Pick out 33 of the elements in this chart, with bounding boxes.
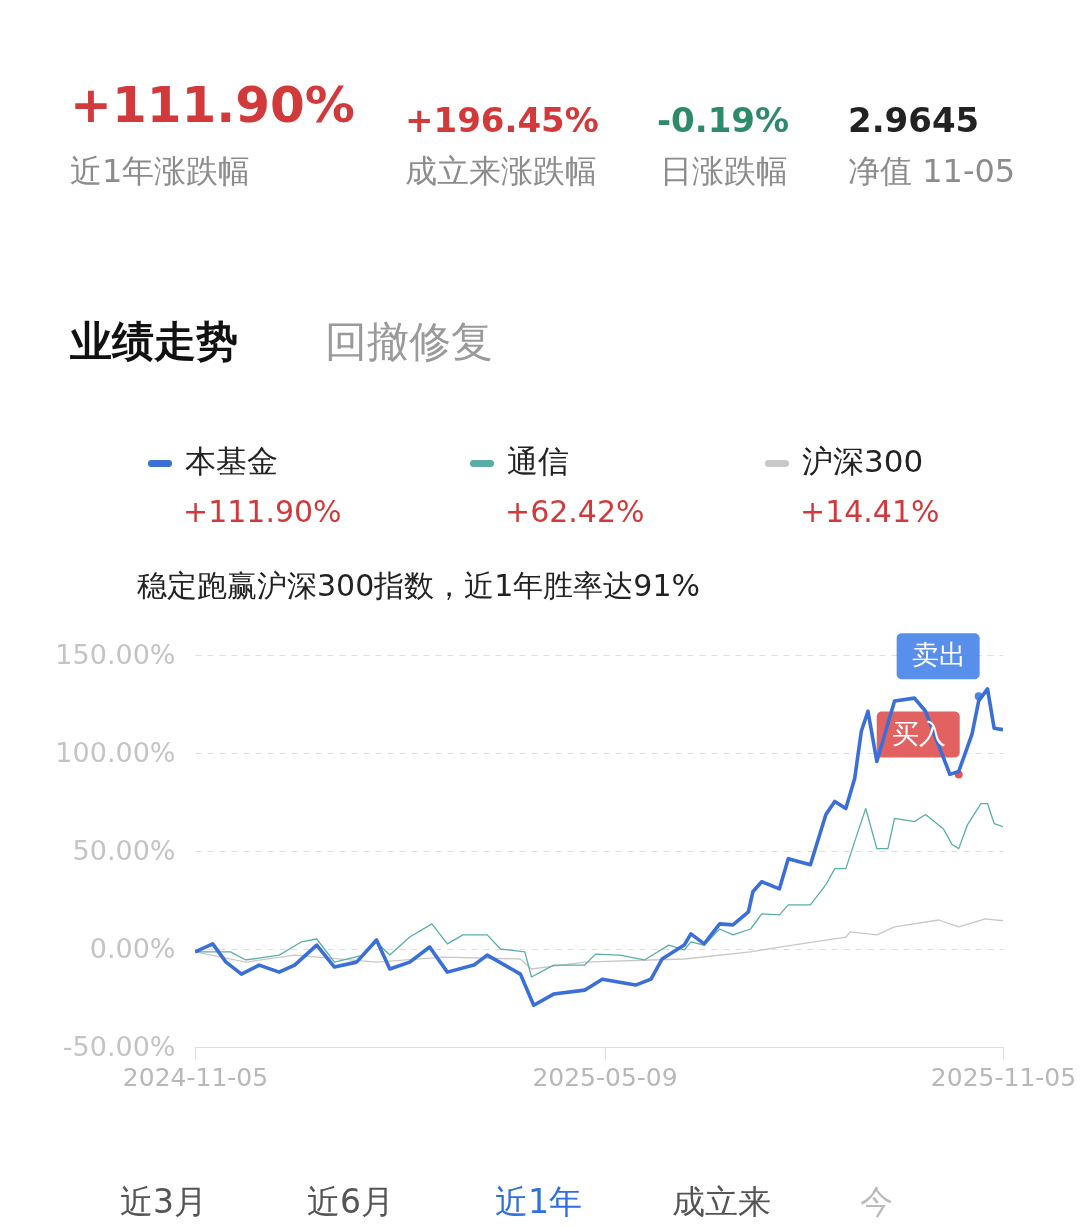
text: 近3月 xyxy=(120,1182,207,1221)
y-tick-label: 0.00% xyxy=(89,932,176,964)
text: +62.42% xyxy=(505,494,645,529)
x-tick-label: 2024-11-05 xyxy=(122,1062,269,1092)
text: 近1年 xyxy=(495,1182,582,1221)
line-series xyxy=(195,687,1003,1008)
y-tick-label: 100.00% xyxy=(55,736,176,768)
y-tick-label: 150.00% xyxy=(55,638,176,670)
text: 净值 11-05 xyxy=(848,152,1016,190)
text: 成立来涨跌幅 xyxy=(405,152,597,190)
text: 近1年涨跌幅 xyxy=(70,152,251,190)
text: +111.90% xyxy=(70,76,355,134)
text: 日涨跌幅 xyxy=(660,152,788,190)
legend-label: 沪深300 xyxy=(802,443,924,479)
legend-label: 本基金 xyxy=(185,443,278,479)
text: 回撤修复 xyxy=(325,317,493,366)
text: 稳定跑赢沪深300指数，近1年胜率达91% xyxy=(137,568,701,603)
text: 业绩走势 xyxy=(69,317,238,366)
text: +196.45% xyxy=(405,100,599,140)
y-tick-label: 50.00% xyxy=(72,834,176,866)
text: 近6月 xyxy=(307,1182,394,1221)
text: 今 xyxy=(860,1182,893,1221)
line-series xyxy=(195,802,1003,978)
y-tick-label: -50.00% xyxy=(62,1030,176,1062)
text: -0.19% xyxy=(657,100,790,140)
annotation: 卖出 xyxy=(911,639,966,671)
text: +111.90% xyxy=(183,494,342,529)
text: +14.41% xyxy=(800,494,940,529)
x-tick-label: 2025-11-05 xyxy=(930,1062,1077,1092)
text: 2.9645 xyxy=(848,100,980,140)
text: 成立来 xyxy=(672,1182,771,1221)
x-tick-label: 2025-05-09 xyxy=(532,1062,678,1092)
legend-label: 通信 xyxy=(507,443,569,479)
